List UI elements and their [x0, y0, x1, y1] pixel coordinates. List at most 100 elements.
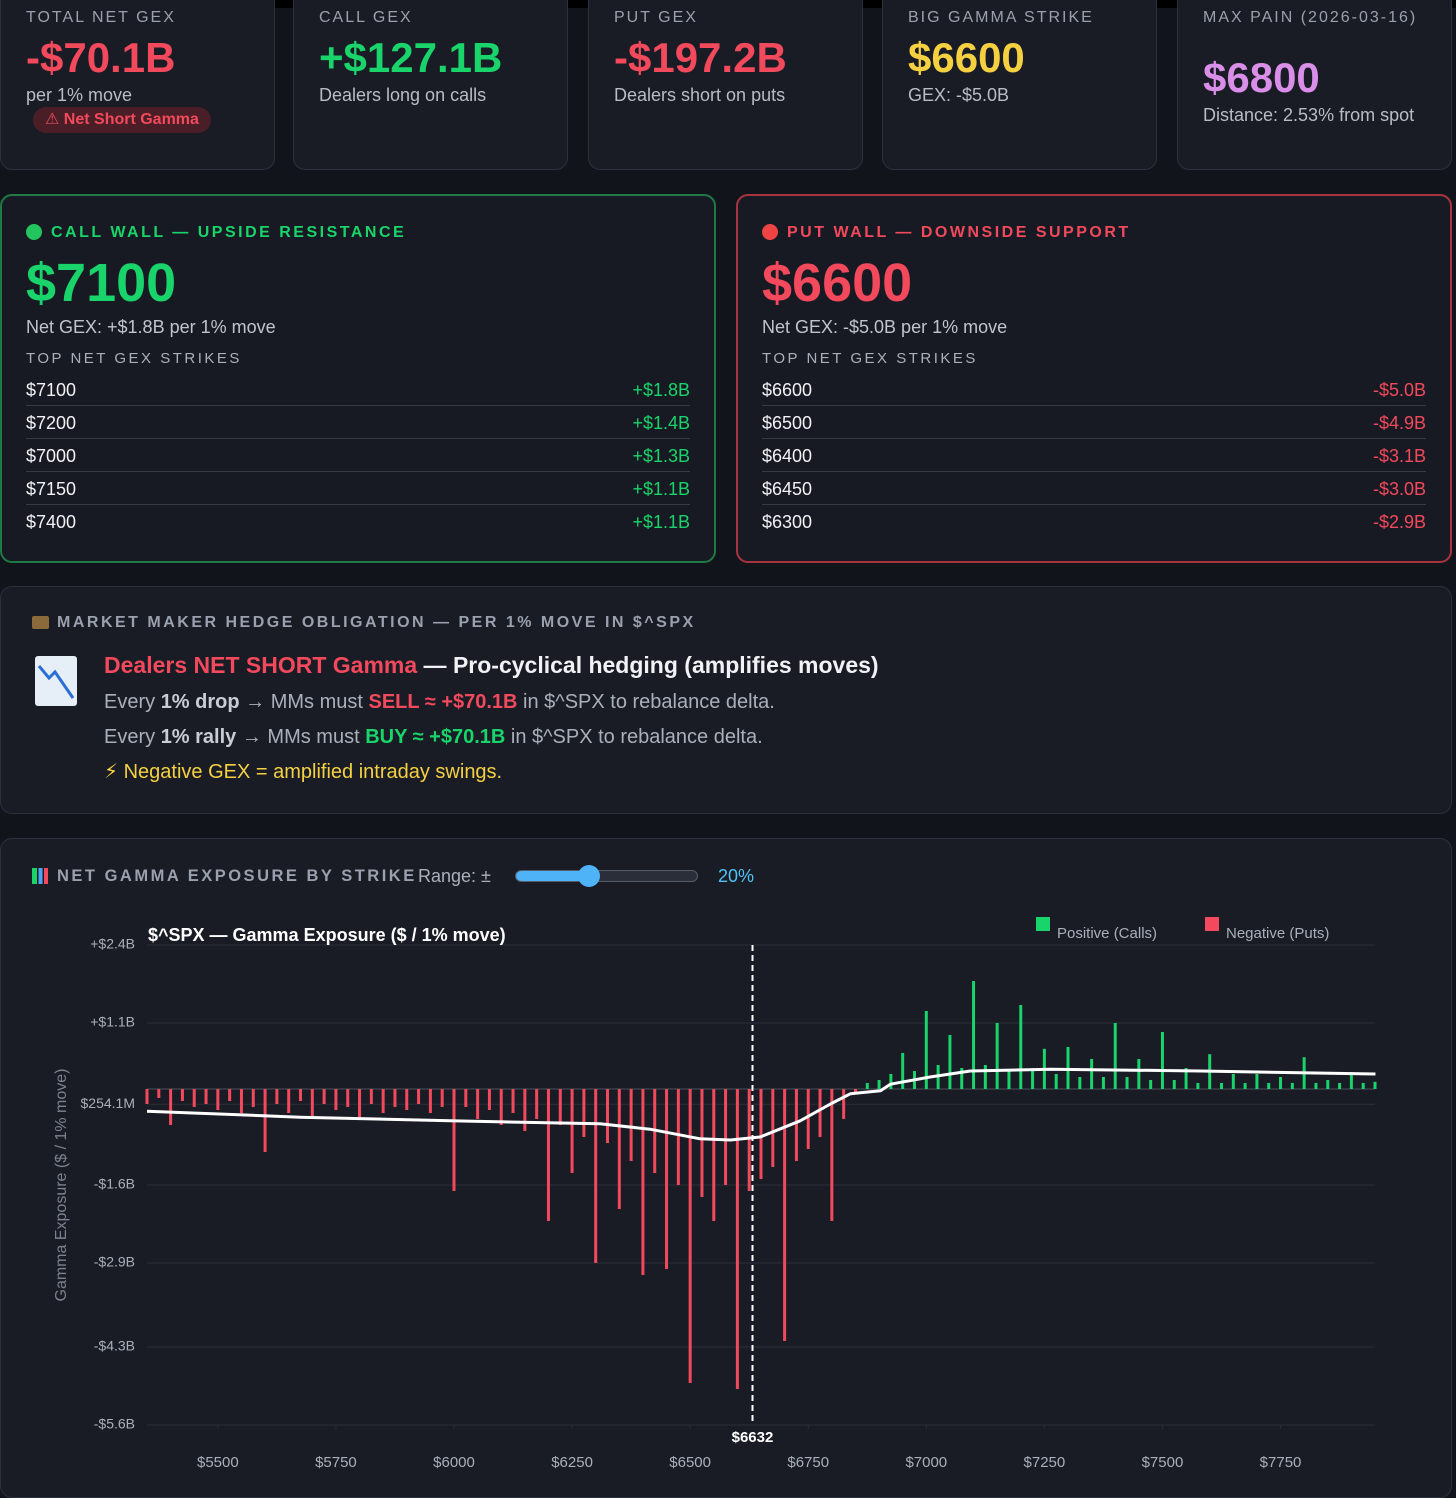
strike-gex: +$1.4B: [632, 413, 690, 433]
kpi-value: -$197.2B: [614, 34, 787, 81]
strike: $7000: [26, 446, 77, 466]
kpi-label: BIG GAMMA STRIKE: [908, 9, 1094, 26]
bar: [582, 1089, 586, 1137]
trend-line: [146, 1067, 1376, 1142]
bar: [275, 1089, 279, 1104]
bar: [263, 1089, 267, 1152]
bar: [783, 1089, 787, 1341]
kpi-card: BIG GAMMA STRIKE $6600 GEX: -$5.0B: [882, 0, 1157, 170]
kpi-sub: Dealers long on calls: [319, 85, 487, 105]
chart-icon: [35, 656, 77, 706]
bar: [299, 1089, 302, 1101]
bar: [853, 1089, 857, 1092]
bar: [1137, 1059, 1141, 1089]
bar: [369, 1089, 373, 1104]
wall-panel: CALL WALL — UPSIDE RESISTANCE $7100 Net GE…: [0, 194, 716, 563]
bar: [617, 1089, 621, 1209]
kpi-card: TOTAL NET GEX -$70.1B per 1% move ⚠ Net Sho…: [0, 0, 275, 170]
bar: [476, 1089, 480, 1119]
bar: [428, 1089, 432, 1113]
bar: [322, 1089, 326, 1104]
strike-gex: -$4.9B: [1372, 413, 1426, 433]
kpi-label: MAX PAIN (2026-03-16): [1203, 9, 1418, 26]
bar: [641, 1089, 645, 1275]
bar: [145, 1089, 149, 1104]
bar: [1290, 1083, 1294, 1089]
bar: [546, 1089, 550, 1221]
bar: [287, 1089, 291, 1113]
bar: [1349, 1072, 1353, 1089]
strike: $6400: [762, 446, 813, 466]
bar: [700, 1089, 704, 1197]
y-tick-label: +$1.1B: [90, 1014, 135, 1030]
strike-gex: -$3.1B: [1372, 446, 1426, 466]
wall-sub: Net GEX: +$1.8B per 1% move: [26, 317, 276, 337]
strike-row: $7150 +$1.1B: [26, 472, 690, 505]
bar: [865, 1083, 869, 1089]
hedge-part: in $^SPX to rebalance delta.: [505, 726, 763, 748]
bar: [558, 1089, 562, 1125]
strike: $7200: [26, 413, 77, 433]
y-tick-label: +$2.4B: [90, 936, 135, 952]
bar: [251, 1089, 255, 1107]
hedge-panel: MARKET MAKER HEDGE OBLIGATION — PER 1% M…: [0, 586, 1452, 814]
bar: [570, 1089, 574, 1173]
bar: [724, 1089, 728, 1185]
strike-row: $7400 +$1.1B: [26, 505, 690, 538]
bar: [889, 1074, 893, 1089]
legend-swatch: [1036, 917, 1050, 931]
bar: [499, 1089, 503, 1125]
bar: [180, 1089, 184, 1101]
bar: [735, 1089, 739, 1389]
hedge-part: 1% rally: [160, 726, 237, 748]
headline-rest: — Pro-cyclical hedging (amplifies moves): [417, 652, 879, 678]
kpi-sub: Dealers short on puts: [614, 85, 786, 105]
wall-title: PUT WALL — DOWNSIDE SUPPORT: [787, 224, 1131, 241]
bar: [712, 1089, 716, 1221]
bar: [747, 1089, 751, 1191]
hedge-part: 1% drop: [160, 691, 240, 713]
kpi-value: $6600: [908, 34, 1025, 81]
hedge-part: → MMs must: [239, 691, 369, 713]
bar: [239, 1089, 243, 1113]
bar: [452, 1089, 456, 1191]
wall-value: $7100: [26, 253, 177, 313]
kpi-value: +$127.1B: [319, 34, 503, 81]
bar: [948, 1035, 952, 1089]
legend-label: Positive (Calls): [1057, 925, 1157, 942]
strike-row: $7200 +$1.4B: [26, 406, 690, 439]
hedge-part: Every: [104, 726, 161, 748]
x-tick-label: $7500: [1142, 1454, 1184, 1470]
strike-row: $7000 +$1.3B: [26, 439, 690, 472]
bar: [1054, 1074, 1058, 1089]
bar: [169, 1089, 173, 1125]
bar: [192, 1089, 196, 1107]
bar: [157, 1089, 161, 1098]
bar: [877, 1080, 881, 1089]
bar: [629, 1089, 633, 1161]
kpi-sub: Distance: 2.53% from spot: [1203, 105, 1415, 125]
headline-alert: Dealers NET SHORT Gamma: [104, 652, 418, 678]
bar: [216, 1089, 220, 1110]
kpi-sub: GEX: -$5.0B: [908, 85, 1010, 105]
bar-icon: [32, 868, 48, 884]
strike-row: $6500 -$4.9B: [762, 406, 1426, 439]
slider-thumb[interactable]: [578, 865, 600, 887]
bar: [1007, 1071, 1011, 1089]
bar: [983, 1065, 987, 1089]
range-slider[interactable]: [515, 865, 698, 887]
wall-value: $6600: [762, 253, 913, 313]
bar: [794, 1089, 798, 1161]
bar: [358, 1089, 362, 1119]
kpi-value: -$70.1B: [26, 34, 176, 81]
status-dot: [762, 224, 778, 240]
kpi-card: PUT GEX -$197.2B Dealers short on puts: [588, 0, 863, 170]
wall-title: CALL WALL — UPSIDE RESISTANCE: [51, 224, 407, 241]
hedge-part: in $^SPX to rebalance delta.: [517, 691, 775, 713]
bar: [346, 1089, 350, 1107]
strike-gex: +$1.3B: [632, 446, 690, 466]
bar: [688, 1089, 692, 1383]
bar: [1125, 1077, 1129, 1089]
bar: [1172, 1080, 1176, 1089]
strike-gex: +$1.1B: [632, 512, 690, 532]
